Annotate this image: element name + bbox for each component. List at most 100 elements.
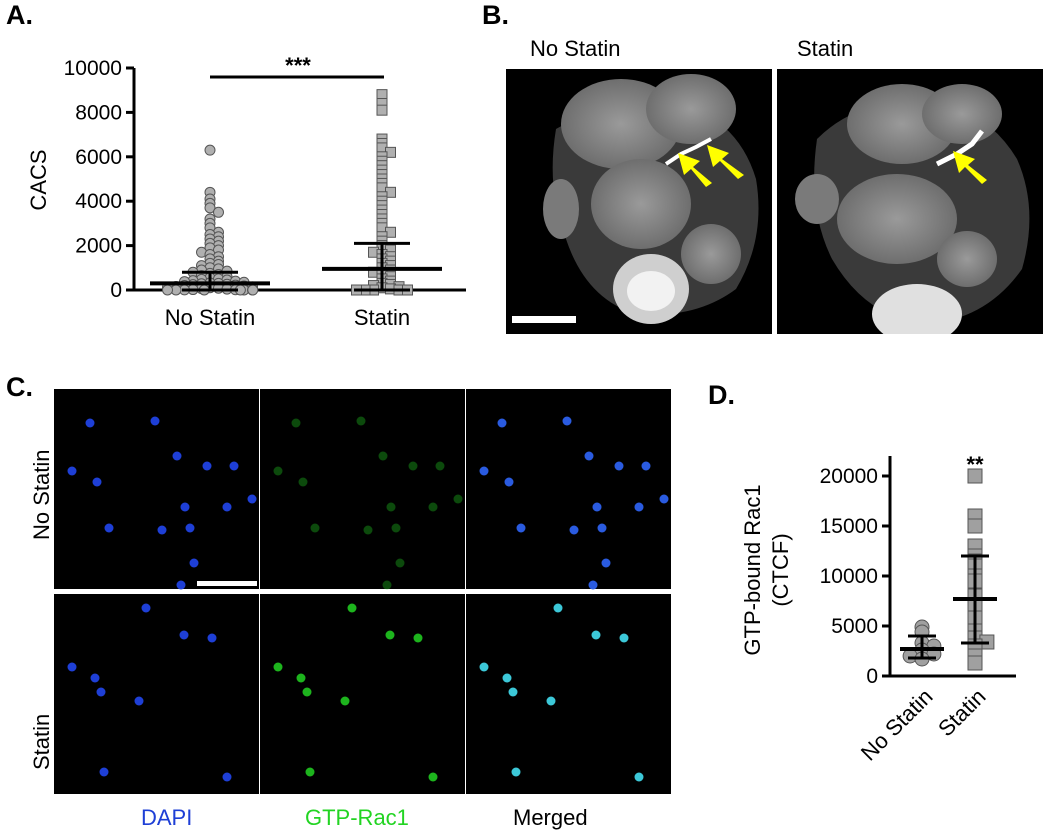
y-axis-label-line2: (CTCF) — [768, 533, 793, 606]
cell-nucleus — [592, 631, 601, 640]
cell-nucleus — [585, 452, 594, 461]
cell-nucleus — [642, 462, 651, 471]
cell-nucleus — [509, 688, 518, 697]
ct-image-statin — [777, 69, 1043, 334]
cell-nucleus — [100, 768, 109, 777]
cell-nucleus — [311, 524, 320, 533]
cell-nucleus — [598, 524, 607, 533]
cell-nucleus — [615, 462, 624, 471]
row-label-statin: Statin — [29, 674, 55, 730]
cell-nucleus — [386, 631, 395, 640]
cell-nucleus — [173, 452, 182, 461]
cell-nucleus — [186, 524, 195, 533]
cell-nucleus — [429, 503, 438, 512]
cell-nucleus — [348, 604, 357, 613]
cell-nucleus — [503, 674, 512, 683]
cell-nucleus — [480, 663, 489, 672]
ct-scan-statin-graphic — [777, 69, 1043, 334]
cell-nucleus — [414, 634, 423, 643]
cell-nucleus — [387, 503, 396, 512]
data-point — [163, 285, 173, 295]
significance-label: *** — [285, 53, 311, 78]
cell-nucleus — [357, 417, 366, 426]
cell-nucleus — [505, 478, 514, 487]
x-category-label: No Statin — [856, 684, 938, 766]
microscopy-grid — [54, 389, 672, 789]
cell-nucleus — [480, 467, 489, 476]
data-point — [968, 519, 982, 533]
cell-nucleus — [297, 674, 306, 683]
cell-nucleus — [589, 581, 598, 590]
data-point — [214, 207, 224, 217]
cell-nucleus — [512, 768, 521, 777]
cell-nucleus — [635, 773, 644, 782]
data-point — [377, 105, 387, 115]
y-tick-label: 4000 — [75, 190, 122, 213]
cell-nucleus — [68, 663, 77, 672]
ct-title-no-statin: No Statin — [530, 36, 621, 62]
x-category-label: Statin — [933, 684, 990, 741]
cell-nucleus — [97, 688, 106, 697]
cell-nucleus — [570, 526, 579, 535]
cell-nucleus — [223, 773, 232, 782]
ct-title-statin: Statin — [797, 36, 853, 62]
cell-nucleus — [180, 631, 189, 640]
cell-nucleus — [177, 581, 186, 590]
cell-nucleus — [602, 559, 611, 568]
panel-b-label: B. — [482, 0, 509, 31]
micro-cell-r1-c0 — [54, 594, 259, 794]
scale-bar — [512, 316, 576, 323]
cell-nucleus — [190, 559, 199, 568]
panel-a-chart: 0 2000 4000 6000 8000 10000 *** No Statin Statin… — [0, 0, 480, 350]
y-tick-label: 2000 — [75, 235, 122, 258]
scale-bar — [197, 581, 257, 586]
cell-nucleus — [299, 478, 308, 487]
cell-nucleus — [429, 773, 438, 782]
panel-d-chart: 05000100001500020000 **No StatinStatinGTP… — [700, 380, 1050, 835]
cell-nucleus — [563, 417, 572, 426]
data-point — [968, 656, 982, 670]
cell-nucleus — [292, 419, 301, 428]
cell-nucleus — [379, 452, 388, 461]
cell-nucleus — [341, 697, 350, 706]
cell-nucleus — [158, 526, 167, 535]
cell-nucleus — [274, 663, 283, 672]
y-tick-label: 10000 — [64, 57, 122, 80]
y-axis-label-line1: GTP-bound Rac1 — [740, 484, 765, 655]
micro-cell-r1-c1 — [260, 594, 465, 794]
cell-nucleus — [86, 419, 95, 428]
cell-nucleus — [151, 417, 160, 426]
cell-nucleus — [660, 495, 669, 504]
cell-nucleus — [142, 604, 151, 613]
cell-nucleus — [248, 495, 257, 504]
cell-nucleus — [454, 495, 463, 504]
ct-image-no-statin — [506, 69, 772, 334]
cell-nucleus — [554, 604, 563, 613]
cell-nucleus — [498, 419, 507, 428]
cell-nucleus — [223, 503, 232, 512]
col-label-merged: Merged — [513, 805, 588, 831]
cell-nucleus — [230, 462, 239, 471]
cell-nucleus — [306, 768, 315, 777]
cell-nucleus — [396, 559, 405, 568]
cell-nucleus — [274, 467, 283, 476]
data-point — [248, 285, 258, 295]
cell-nucleus — [620, 634, 629, 643]
cell-nucleus — [409, 462, 418, 471]
y-tick-label: 6000 — [75, 146, 122, 169]
y-axis-label: CACS — [26, 149, 51, 210]
x-category-label: Statin — [354, 305, 410, 330]
col-label-dapi: DAPI — [141, 805, 192, 831]
row-label-no-statin: No Statin — [29, 380, 55, 471]
y-tick-label: 10000 — [820, 565, 878, 588]
cell-nucleus — [436, 462, 445, 471]
cell-nucleus — [593, 503, 602, 512]
significance-label: ** — [966, 452, 984, 477]
cell-nucleus — [91, 674, 100, 683]
y-tick-label: 0 — [866, 665, 878, 688]
cell-nucleus — [517, 524, 526, 533]
data-point — [205, 145, 215, 155]
cell-nucleus — [135, 697, 144, 706]
cell-nucleus — [68, 467, 77, 476]
cell-nucleus — [383, 581, 392, 590]
